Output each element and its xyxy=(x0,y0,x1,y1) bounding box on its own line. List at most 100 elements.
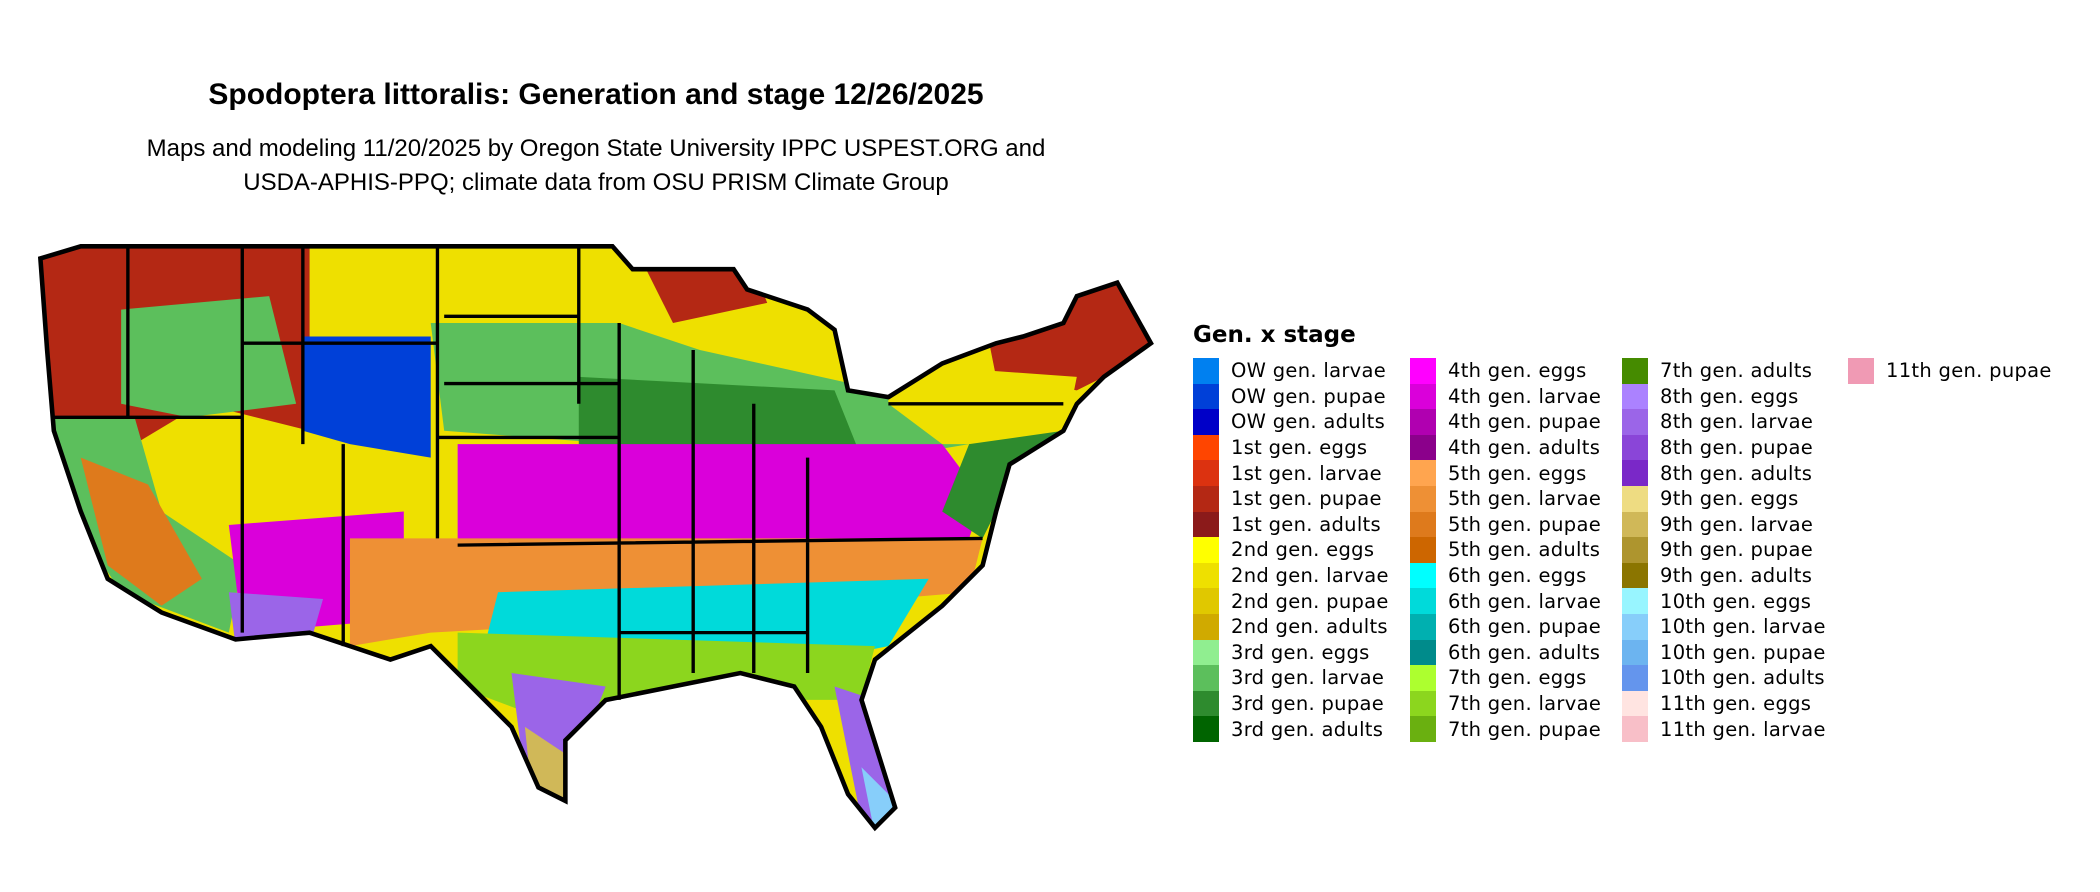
legend-swatch xyxy=(1622,690,1648,717)
legend-item: 1st gen. larvae xyxy=(1193,460,1389,486)
region-midwest-magenta xyxy=(457,444,983,566)
legend-column: 11th gen. pupae xyxy=(1848,358,2052,384)
legend-item: 6th gen. pupae xyxy=(1410,613,1602,640)
legend-item: 11th gen. larvae xyxy=(1622,716,1826,742)
legend-item: OW gen. adults xyxy=(1193,409,1389,435)
legend-item: 7th gen. eggs xyxy=(1410,665,1601,691)
legend-label: 4th gen. pupae xyxy=(1448,410,1602,434)
legend-item: OW gen. pupae xyxy=(1193,383,1389,410)
legend-label: 10th gen. eggs xyxy=(1660,589,1812,613)
legend-label: 6th gen. larvae xyxy=(1448,589,1602,613)
region-florida xyxy=(834,686,902,822)
legend-swatch xyxy=(1622,434,1648,461)
legend-label: 2nd gen. pupae xyxy=(1231,589,1389,613)
legend-item: 3rd gen. pupae xyxy=(1193,690,1389,717)
legend-label: 8th gen. larvae xyxy=(1660,410,1814,434)
map-subtitle: Maps and modeling 11/20/2025 by Oregon S… xyxy=(0,132,1192,200)
legend-swatch xyxy=(1410,537,1436,563)
legend-swatch xyxy=(1622,409,1648,435)
legend-label: 6th gen. pupae xyxy=(1448,615,1602,639)
generation-regions xyxy=(40,246,1151,828)
legend-item: 10th gen. eggs xyxy=(1622,588,1826,614)
map-title: Spodoptera littoralis: Generation and st… xyxy=(208,78,984,111)
legend-item: 10th gen. pupae xyxy=(1622,639,1826,666)
legend-label: OW gen. pupae xyxy=(1231,384,1386,408)
legend-label: 3rd gen. eggs xyxy=(1231,640,1370,664)
legend-label: 11th gen. pupae xyxy=(1886,359,2052,383)
legend-label: 10th gen. pupae xyxy=(1660,640,1826,664)
legend-label: 1st gen. eggs xyxy=(1231,436,1368,460)
legend-swatch xyxy=(1410,588,1436,614)
legend-label: 3rd gen. adults xyxy=(1231,717,1384,741)
legend-item: 3rd gen. eggs xyxy=(1193,639,1389,666)
legend-item: 1st gen. eggs xyxy=(1193,434,1389,461)
legend-item: 1st gen. adults xyxy=(1193,511,1389,538)
legend-swatch xyxy=(1193,358,1219,384)
legend-swatch xyxy=(1410,716,1436,742)
legend-item: 3rd gen. larvae xyxy=(1193,665,1389,691)
legend-column: 7th gen. adults 8th gen. eggs 8th gen. lar… xyxy=(1622,358,1826,742)
legend-swatch xyxy=(1193,613,1219,640)
legend-label: 5th gen. larvae xyxy=(1448,487,1602,511)
legend-item: 2nd gen. larvae xyxy=(1193,562,1389,589)
legend-label: 9th gen. pupae xyxy=(1660,538,1814,562)
legend-item: 4th gen. pupae xyxy=(1410,409,1601,435)
legend-item: 5th gen. adults xyxy=(1410,537,1601,563)
legend-label: 11th gen. eggs xyxy=(1660,692,1812,716)
legend-label: 5th gen. pupae xyxy=(1448,512,1602,536)
legend-swatch xyxy=(1193,383,1219,410)
legend-item: 6th gen. larvae xyxy=(1410,588,1601,614)
legend-label: 11th gen. larvae xyxy=(1660,717,1826,741)
legend-swatch xyxy=(1410,460,1436,486)
legend-label: 1st gen. pupae xyxy=(1231,487,1382,511)
legend-swatch xyxy=(1193,639,1219,666)
legend-swatch xyxy=(1410,511,1436,538)
legend-swatch xyxy=(1622,537,1648,563)
legend-label: OW gen. adults xyxy=(1231,410,1386,434)
legend-label: 5th gen. adults xyxy=(1448,538,1601,562)
legend-label: 10th gen. adults xyxy=(1660,666,1825,690)
legend-swatch xyxy=(1193,716,1219,742)
legend-item: 6th gen. eggs xyxy=(1410,562,1601,589)
legend-item: 5th gen. larvae xyxy=(1410,485,1602,512)
legend-label: 3rd gen. larvae xyxy=(1231,666,1385,690)
legend-swatch xyxy=(1193,562,1219,589)
legend-item: 9th gen. pupae xyxy=(1622,537,1826,563)
subtitle-line-2: USDA-APHIS-PPQ; climate data from OSU PR… xyxy=(243,169,949,196)
legend-swatch xyxy=(1410,613,1436,640)
region-rockies xyxy=(302,336,431,458)
legend-item: 1st gen. pupae xyxy=(1193,485,1389,512)
legend-swatch xyxy=(1193,460,1219,486)
legend-label: 9th gen. larvae xyxy=(1660,512,1814,536)
legend-item: 2nd gen. eggs xyxy=(1193,537,1389,563)
legend-item: 8th gen. adults xyxy=(1622,460,1826,486)
legend-label: 7th gen. larvae xyxy=(1448,692,1602,716)
legend-item: 7th gen. pupae xyxy=(1410,716,1601,742)
state-borders xyxy=(38,244,1153,830)
legend-label: 9th gen. adults xyxy=(1660,564,1813,588)
legend-label: 4th gen. larvae xyxy=(1448,384,1602,408)
legend-swatch xyxy=(1622,639,1648,666)
legend-swatch xyxy=(1622,358,1648,384)
legend-item: 3rd gen. adults xyxy=(1193,716,1389,742)
legend-swatch xyxy=(1848,358,1874,384)
us-generation-map xyxy=(38,244,1153,830)
legend-swatch xyxy=(1622,383,1648,410)
legend-swatch xyxy=(1622,562,1648,589)
legend-label: 6th gen. eggs xyxy=(1448,564,1587,588)
legend-item: 6th gen. adults xyxy=(1410,639,1601,666)
legend-label: 9th gen. eggs xyxy=(1660,487,1799,511)
legend-item: 7th gen. adults xyxy=(1622,358,1826,384)
legend-label: 4th gen. eggs xyxy=(1448,359,1587,383)
legend-item: 11th gen. pupae xyxy=(1848,358,2052,384)
legend-item: 8th gen. pupae xyxy=(1622,434,1826,461)
legend-label: 8th gen. pupae xyxy=(1660,436,1814,460)
legend-title: Gen. x stage xyxy=(1193,322,1356,348)
legend-item: 9th gen. larvae xyxy=(1622,511,1826,538)
legend-label: 10th gen. larvae xyxy=(1660,615,1826,639)
legend-item: OW gen. larvae xyxy=(1193,358,1389,384)
legend-column: OW gen. larvae OW gen. pupae OW gen. adult… xyxy=(1193,358,1389,742)
legend-swatch xyxy=(1410,485,1436,512)
legend-swatch xyxy=(1410,639,1436,666)
legend-swatch xyxy=(1410,434,1436,461)
